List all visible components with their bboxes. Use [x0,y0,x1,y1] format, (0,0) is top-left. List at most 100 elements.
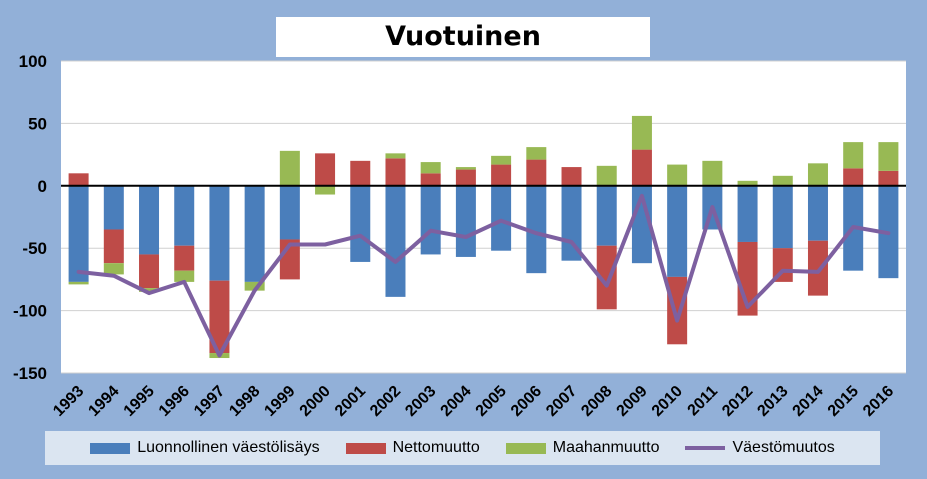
series-line-vaestomuutos [76,193,891,358]
bar-segment [807,185,828,241]
bar-segment [139,288,160,292]
legend-item-nettomuutto: Nettomuutto [345,439,480,457]
bar-segment [385,153,406,159]
x-tick-label: 2015 [825,383,862,420]
x-tick-label: 2003 [402,383,439,420]
bar-segment [420,162,441,174]
bar-segment [103,263,124,275]
legend-item-maahanmuutto: Maahanmuutto [505,439,660,457]
x-tick-label: 2002 [367,383,404,420]
bar-segment [772,175,793,186]
bar-segment [596,165,617,186]
legend-swatch-nettomuutto [345,442,386,454]
bar-segment [843,142,864,169]
bar-segment [385,185,406,297]
bar-segment [279,150,300,186]
bar-segment [68,281,89,285]
y-tick-label: -150 [13,364,47,383]
bar-segment [596,185,617,246]
bar-segment [174,185,195,246]
bar-segment [491,164,512,186]
x-tick-label: 1993 [50,383,87,420]
bar-segment [455,167,476,170]
bar-segment [315,153,336,186]
legend-label-maahanmuutto: Maahanmuutto [552,439,660,456]
legend-swatch-luonnollinen [90,442,131,454]
bar-segment [68,173,89,186]
legend-swatch-vaestomuutos [685,446,726,450]
legend-swatch-maahanmuutto [505,442,546,454]
legend: Luonnollinen väestölisäys Nettomuutto Ma… [45,431,880,465]
bar-segment [350,185,371,262]
bar-segment [385,158,406,186]
bar-segment [420,173,441,186]
x-tick-label: 2016 [860,383,897,420]
bar-segment [139,185,160,255]
bar-segment [772,185,793,249]
legend-item-vaestomuutos: Väestömuutos [685,439,835,457]
x-tick-label: 1997 [191,383,228,420]
x-tick-label: 2011 [685,383,722,420]
x-tick-label: 2005 [473,383,510,420]
bar-segment [596,245,617,310]
x-tick-label: 2014 [790,383,827,420]
bar-segment [244,281,265,291]
bar-segment [279,185,300,240]
bar-segment [420,185,441,255]
x-tick-label: 1996 [156,383,193,420]
x-tick-label: 2004 [438,383,475,420]
bar-segment [878,142,899,171]
bar-segment [209,185,230,281]
bar-segment [807,240,828,296]
bar-segment [631,115,652,150]
bar-segment [737,185,758,242]
bar-segment [350,160,371,186]
x-tick-label: 1995 [121,383,158,420]
bar-segment [702,160,723,186]
bar-segment [561,167,582,186]
legend-label-nettomuutto: Nettomuutto [392,439,480,456]
bar-segment [667,185,688,277]
x-tick-label: 2009 [614,383,651,420]
bar-segment [807,163,828,186]
legend-label-luonnollinen: Luonnollinen väestölisäys [137,439,320,456]
x-tick-label: 1994 [85,383,122,420]
bar-segment [68,185,89,282]
bar-segment [878,170,899,186]
bar-segment [174,270,195,282]
bar-segment [244,185,265,282]
bar-segment [174,245,195,271]
x-tick-label: 2013 [754,383,791,420]
y-tick-label: 0 [38,177,47,196]
x-tick-label: 2000 [297,383,334,420]
x-tick-label: 2008 [578,383,615,420]
x-tick-label: 2007 [543,383,580,420]
legend-label-vaestomuutos: Väestömuutos [732,439,835,456]
bar-segment [667,164,688,186]
bar-segment [526,185,547,274]
x-tick-label: 1998 [226,383,263,420]
bar-segment [491,185,512,251]
bar-segment [139,254,160,289]
bar-segment [315,185,336,195]
bar-segment [209,280,230,354]
bar-segment [103,229,124,264]
bar-segment [667,276,688,345]
bar-segment [491,155,512,165]
bar-segment [526,147,547,160]
bar-segment [455,169,476,186]
x-tick-label: 2012 [719,383,756,420]
y-tick-label: 50 [28,114,47,133]
bar-segment [843,168,864,186]
x-tick-label: 2001 [332,383,369,420]
bar-segment [526,159,547,186]
legend-item-luonnollinen: Luonnollinen väestölisäys [90,439,320,457]
bar-segment [737,180,758,186]
y-tick-label: -50 [22,239,47,258]
bar-segment [455,185,476,257]
bar-segment [631,149,652,186]
x-tick-label: 2006 [508,383,545,420]
x-tick-label: 2010 [649,383,686,420]
